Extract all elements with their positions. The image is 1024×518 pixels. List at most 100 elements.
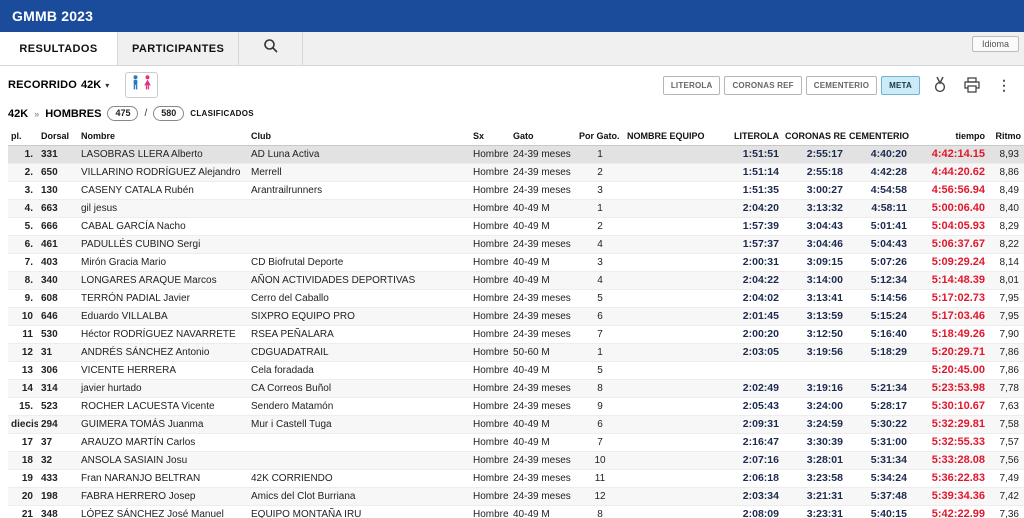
cell-nombre: TERRÓN PADIAL Javier <box>78 289 248 308</box>
cell-por-gato: 8 <box>576 379 624 398</box>
cell-sx: Hombre <box>470 307 510 326</box>
cell-literola: 1:51:51 <box>724 145 782 164</box>
cell-gato: 40-49 M <box>510 253 576 272</box>
cell-por-gato: 12 <box>576 487 624 506</box>
cell-cementerio: 5:37:48 <box>846 487 910 506</box>
cell-gato: 24-39 meses <box>510 397 576 416</box>
cell-tiempo: 5:36:22.83 <box>910 469 988 488</box>
tab-participantes[interactable]: PARTICIPANTES <box>118 32 240 65</box>
more-options-icon[interactable]: ⋮ <box>997 76 1011 93</box>
tab-resultados[interactable]: RESULTADOS <box>0 32 118 65</box>
table-row[interactable]: 9. 608 TERRÓN PADIAL Javier Cerro del Ca… <box>8 289 1024 308</box>
cell-club <box>248 235 470 254</box>
cell-nombre-equipo <box>624 235 724 254</box>
cell-literola: 2:00:20 <box>724 325 782 344</box>
cell-nombre: CASENY CATALA Rubén <box>78 181 248 200</box>
table-row[interactable]: 18 32 ANSOLA SASIAIN Josu Hombre 24-39 m… <box>8 451 1024 470</box>
table-row[interactable]: 3. 130 CASENY CATALA Rubén Arantrailrunn… <box>8 181 1024 200</box>
table-row[interactable]: 20 198 FABRA HERRERO Josep Amics del Clo… <box>8 487 1024 506</box>
cell-dorsal: 294 <box>38 415 78 434</box>
table-row[interactable]: 4. 663 gil jesus Hombre 40-49 M 1 2:04:2… <box>8 199 1024 218</box>
cell-sx: Hombre <box>470 253 510 272</box>
cell-sx: Hombre <box>470 235 510 254</box>
cell-dorsal: 646 <box>38 307 78 326</box>
language-button[interactable]: Idioma <box>971 36 1019 52</box>
cell-por-gato: 9 <box>576 397 624 416</box>
table-row[interactable]: 15. 523 ROCHER LACUESTA Vicente Sendero … <box>8 397 1024 416</box>
route-label: RECORRIDO <box>8 79 78 91</box>
cell-ritmo: 7,63 <box>988 397 1024 416</box>
table-row[interactable]: 7. 403 Mirón Gracia Mario CD Biofrutal D… <box>8 253 1024 272</box>
cell-coronas-ref: 3:19:56 <box>782 343 846 362</box>
table-row[interactable]: 21 348 LÓPEZ SÁNCHEZ José Manuel EQUIPO … <box>8 505 1024 518</box>
table-row[interactable]: 12 31 ANDRÉS SÁNCHEZ Antonio CDGUADATRAI… <box>8 343 1024 362</box>
table-row[interactable]: 11 530 Héctor RODRÍGUEZ NAVARRETE RSEA P… <box>8 325 1024 344</box>
table-row[interactable]: 1. 331 LASOBRAS LLERA Alberto AD Luna Ac… <box>8 145 1024 164</box>
table-row[interactable]: 14 314 javier hurtado CA Correos Buñol H… <box>8 379 1024 398</box>
cell-cementerio: 5:15:24 <box>846 307 910 326</box>
cell-place: 17 <box>8 433 38 452</box>
cell-por-gato: 3 <box>576 253 624 272</box>
cell-nombre-equipo <box>624 181 724 200</box>
cell-nombre-equipo <box>624 487 724 506</box>
table-row[interactable]: 5. 666 CABAL GARCÍA Nacho Hombre 40-49 M… <box>8 217 1024 236</box>
table-row[interactable]: 13 306 VICENTE HERRERA Cela foradada Hom… <box>8 361 1024 380</box>
cell-por-gato: 10 <box>576 451 624 470</box>
cell-gato: 40-49 M <box>510 199 576 218</box>
printer-icon[interactable] <box>960 74 984 96</box>
table-row[interactable]: 17 37 ARAUZO MARTÍN Carlos Hombre 40-49 … <box>8 433 1024 452</box>
cell-nombre-equipo <box>624 199 724 218</box>
table-row[interactable]: 19 433 Fran NARANJO BELTRAN 42K CORRIEND… <box>8 469 1024 488</box>
checkpoint-meta-button[interactable]: META <box>881 75 920 95</box>
cell-literola: 2:01:45 <box>724 307 782 326</box>
cell-nombre-equipo <box>624 145 724 164</box>
medal-icon[interactable] <box>928 74 952 96</box>
table-row[interactable]: 6. 461 PADULLÉS CUBINO Sergi Hombre 24-3… <box>8 235 1024 254</box>
cell-nombre-equipo <box>624 163 724 182</box>
cell-coronas-ref: 3:28:01 <box>782 451 846 470</box>
cell-tiempo: 5:14:48.39 <box>910 271 988 290</box>
search-button[interactable] <box>239 32 304 65</box>
table-row[interactable]: 2. 650 VILLARINO RODRÍGUEZ Alejandro Mer… <box>8 163 1024 182</box>
cell-ritmo: 7,95 <box>988 289 1024 308</box>
cell-literola: 2:04:22 <box>724 271 782 290</box>
table-row[interactable]: 8. 340 LONGARES ARAQUE Marcos AÑON ACTIV… <box>8 271 1024 290</box>
table-row[interactable]: 10 646 Eduardo VILLALBA SIXPRO EQUIPO PR… <box>8 307 1024 326</box>
cell-ritmo: 7,42 <box>988 487 1024 506</box>
cell-nombre: PADULLÉS CUBINO Sergi <box>78 235 248 254</box>
results-table-header: pl. Dorsal Nombre Club Sx Gato Por Gato.… <box>8 127 1024 146</box>
cell-coronas-ref: 3:30:39 <box>782 433 846 452</box>
cell-gato: 40-49 M <box>510 415 576 434</box>
cell-cementerio: 4:42:28 <box>846 163 910 182</box>
cell-coronas-ref: 3:21:31 <box>782 487 846 506</box>
cell-literola: 2:05:43 <box>724 397 782 416</box>
cell-por-gato: 1 <box>576 199 624 218</box>
checkpoint-coronas-ref-button[interactable]: CORONAS REF <box>724 75 802 95</box>
cell-cementerio: 5:31:00 <box>846 433 910 452</box>
cell-sx: Hombre <box>470 145 510 164</box>
cell-place: 11 <box>8 325 38 344</box>
route-selector[interactable]: RECORRIDO 42K ▾ <box>8 79 109 91</box>
col-header-gato: Gato <box>510 127 576 146</box>
cell-gato: 24-39 meses <box>510 487 576 506</box>
cell-dorsal: 130 <box>38 181 78 200</box>
cell-place: 1. <box>8 145 38 164</box>
checkpoint-literola-button[interactable]: LITEROLA <box>662 75 721 95</box>
cell-coronas-ref: 2:55:17 <box>782 145 846 164</box>
table-row[interactable]: dieciséis. 294 GUIMERA TOMÁS Juanma Mur … <box>8 415 1024 434</box>
cell-por-gato: 1 <box>576 145 624 164</box>
cell-place: 4. <box>8 199 38 218</box>
cell-cementerio <box>846 361 910 380</box>
cell-dorsal: 403 <box>38 253 78 272</box>
cell-nombre-equipo <box>624 271 724 290</box>
checkpoint-cementerio-button[interactable]: CEMENTERIO <box>805 75 878 95</box>
cell-nombre-equipo <box>624 379 724 398</box>
cell-por-gato: 7 <box>576 325 624 344</box>
cell-cementerio: 5:18:29 <box>846 343 910 362</box>
cell-sx: Hombre <box>470 343 510 362</box>
gender-filter-button[interactable] <box>125 72 159 98</box>
cell-por-gato: 1 <box>576 343 624 362</box>
cell-tiempo: 5:23:53.98 <box>910 379 988 398</box>
chevron-down-icon: ▾ <box>105 81 110 90</box>
cell-literola: 1:51:35 <box>724 181 782 200</box>
